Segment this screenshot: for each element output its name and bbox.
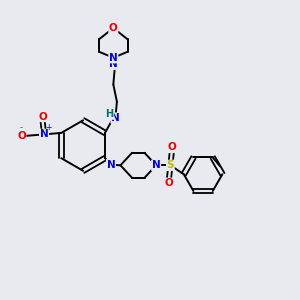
Text: N: N [40,129,48,140]
Text: N: N [111,113,120,123]
Text: O: O [38,112,47,122]
Text: -: - [20,124,23,133]
Text: S: S [167,160,174,170]
Text: N: N [106,160,115,170]
Text: H: H [105,109,113,119]
Text: N: N [152,160,161,170]
Text: +: + [45,123,52,132]
Text: O: O [17,131,26,141]
Text: N: N [109,59,118,69]
Text: N: N [109,53,118,63]
Text: O: O [109,23,118,33]
Text: O: O [167,142,176,152]
Text: O: O [164,178,173,188]
